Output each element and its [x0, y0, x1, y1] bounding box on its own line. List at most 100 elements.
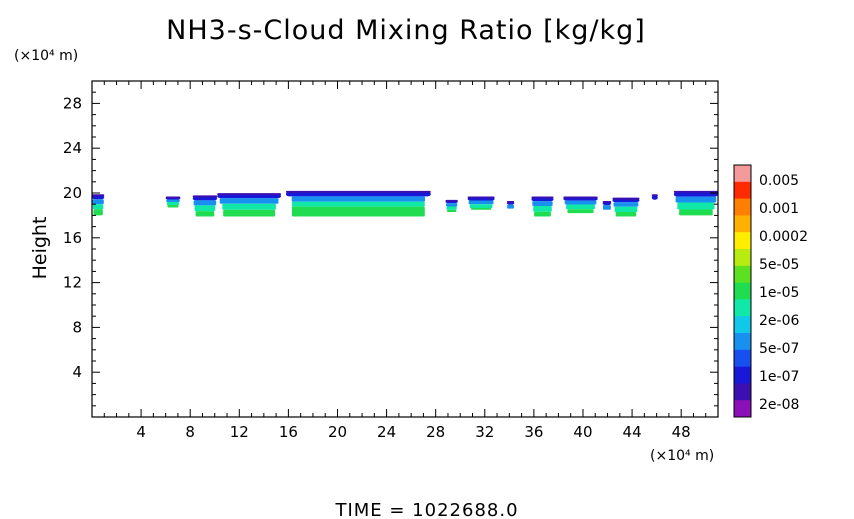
cloud-band	[291, 201, 425, 207]
cloud-band	[291, 196, 425, 202]
cloud-patch	[506, 200, 515, 209]
colorbar-label: 0.005	[759, 173, 799, 189]
cloud-edge	[602, 200, 612, 203]
colorbar-frame	[733, 164, 752, 418]
y-tick-label: 20	[63, 184, 82, 202]
cloud-patch	[467, 196, 495, 210]
cloud-edge	[217, 193, 282, 196]
cloud-patch	[602, 200, 612, 210]
colorbar-swatch	[734, 383, 751, 401]
cloud-band	[469, 204, 493, 208]
x-tick-label: 28	[426, 423, 445, 441]
cloud-band	[219, 198, 279, 204]
cloud-field	[92, 190, 718, 217]
cloud-edge	[531, 196, 554, 199]
cloud-band	[675, 196, 717, 203]
cloud-edge	[445, 199, 458, 202]
cloud-patch	[445, 199, 458, 213]
x-axis: 4 8 12 16 20 24 28 32 36 40 44 48	[103, 81, 707, 441]
y-tick-label: 12	[63, 274, 82, 292]
colorbar-label: 2e-08	[759, 397, 799, 413]
cloud-patch	[285, 190, 431, 217]
cloud-band	[217, 194, 282, 199]
y-tick-label: 24	[63, 139, 82, 157]
colorbar-swatch	[734, 265, 751, 283]
colorbar-swatch	[734, 299, 751, 317]
x-tick-label: 12	[230, 423, 249, 441]
cloud-edge	[165, 196, 181, 199]
cloud-edge	[612, 197, 640, 200]
cloud-band	[532, 201, 553, 207]
cloud-patch	[192, 195, 218, 217]
y-tick-label: 4	[72, 363, 82, 381]
cloud-band	[166, 202, 180, 206]
cloud-band	[192, 196, 218, 201]
plot-frame	[91, 80, 719, 418]
y-axis-label: Height	[29, 217, 51, 280]
x-tick-label: 20	[328, 423, 347, 441]
cloud-band	[677, 202, 715, 210]
x-tick-label: 16	[279, 423, 298, 441]
cloud-band	[446, 206, 457, 210]
colorbar-label: 5e-05	[759, 257, 799, 273]
colorbar-label: 1e-07	[759, 369, 799, 385]
colorbar-label: 1e-05	[759, 285, 799, 301]
cloud-edge	[563, 196, 598, 199]
time-label: TIME = 1022688.0	[334, 500, 518, 519]
colorbar-swatch	[734, 349, 751, 367]
colorbar-label: 2e-06	[759, 313, 799, 329]
colorbar-swatch	[734, 232, 751, 250]
cloud-band	[613, 202, 639, 207]
colorbar: 0.005 0.001 0.0002 5e-05 1e-05 2e-06 5e-07 1e-0…	[733, 164, 808, 418]
cloud-band	[166, 199, 180, 203]
x-axis-unit: (×10⁴ m)	[650, 448, 714, 464]
cloud-band	[194, 205, 216, 212]
y-axis: 4 8 12 16 20 24 28	[63, 91, 718, 407]
y-tick-label: 28	[63, 94, 82, 112]
x-tick-label: 24	[377, 423, 396, 441]
cloud-patch	[563, 196, 598, 214]
cloud-band	[602, 205, 611, 210]
cloud-band	[507, 204, 514, 209]
cloud-patch	[531, 196, 554, 217]
cloud-band	[291, 206, 425, 217]
cloud-band	[222, 203, 276, 210]
cloud-band	[446, 209, 457, 213]
cloud-band	[167, 205, 179, 208]
cloud-edge	[285, 190, 431, 193]
x-tick-label: 36	[524, 423, 543, 441]
cloud-band	[445, 203, 458, 207]
cloud-band	[285, 191, 431, 197]
colorbar-label: 5e-07	[759, 341, 799, 357]
cloud-edge	[467, 196, 495, 199]
colorbar-swatch	[734, 198, 751, 216]
y-tick-label: 16	[63, 229, 82, 247]
cloud-band	[193, 200, 217, 206]
cloud-edge	[673, 190, 718, 193]
y-tick-label: 8	[72, 318, 82, 336]
colorbar-label: 0.001	[759, 201, 799, 217]
cloud-band	[564, 200, 597, 205]
cloud-band	[534, 211, 551, 217]
cloud-band	[195, 211, 215, 217]
colorbar-swatch	[734, 181, 751, 199]
x-tick-label: 48	[672, 423, 691, 441]
cloud-band	[468, 200, 494, 205]
cloud-band	[673, 191, 718, 197]
cloud-edge	[506, 200, 515, 203]
cloud-band	[679, 209, 713, 216]
cloud-band	[533, 206, 552, 212]
colorbar-swatch	[734, 316, 751, 334]
cloud-edge	[651, 194, 658, 197]
colorbar-swatch	[734, 282, 751, 300]
chart-title: NH3-s-Cloud Mixing Ratio [kg/kg]	[166, 15, 646, 46]
cloud-patch	[92, 194, 105, 216]
cloud-band	[92, 195, 105, 200]
cloud-band	[566, 204, 595, 210]
cloud-patch	[651, 194, 658, 200]
x-tick-label: 40	[573, 423, 592, 441]
y-axis-unit: (×10⁴ m)	[14, 48, 78, 64]
cloud-band	[567, 209, 594, 214]
cloud-band	[92, 199, 104, 205]
